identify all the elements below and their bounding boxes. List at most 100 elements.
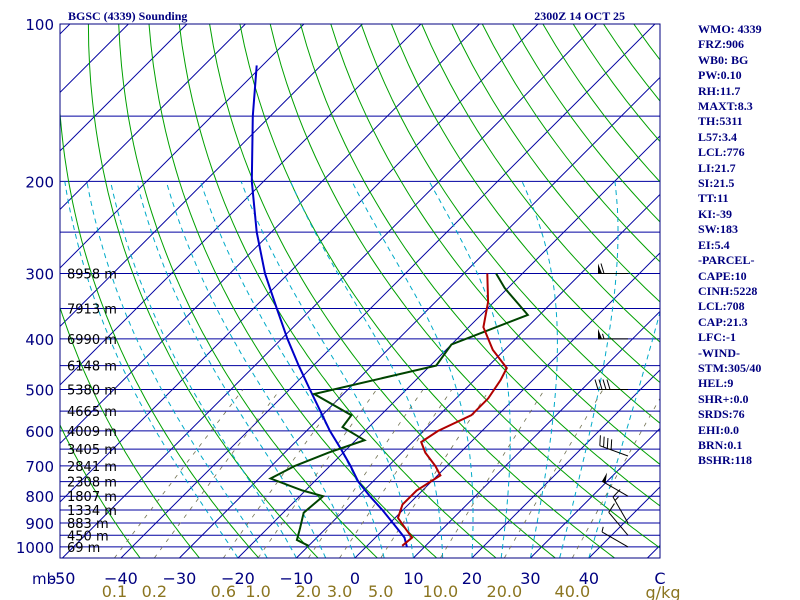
mixing-ratio-line [308,389,424,558]
isotherm-line [120,24,656,558]
barb-full [598,379,603,390]
mixing-ratio-line [257,389,377,558]
height-label: 450 m [67,529,109,544]
height-label: 8958 m [67,267,117,282]
dry-adiabat [451,24,660,303]
sounding-index-line: HEL:9 [698,376,734,391]
sounding-index-line: PW:0.10 [698,68,742,83]
barb-full [606,437,609,449]
sounding-index-line: SI:21.5 [698,176,735,191]
barb-flag [598,328,602,339]
mixing-ratio-label: 0.6 [211,582,236,600]
pressure-tick-label: 800 [25,488,54,506]
sounding-index-line: FRZ:906 [698,37,744,52]
pressure-tick-label: 300 [25,265,54,283]
pressure-tick-label: 400 [25,331,54,349]
sounding-index-line: RH:11.7 [698,83,741,98]
moist-adiabat [240,181,414,558]
temp-tick-label: 30 [520,569,540,588]
mixing-ratio-label: 0.2 [142,582,167,600]
dry-adiabat [421,24,660,343]
sounding-index-line: BSHR:118 [698,453,753,468]
sounding-index-line: L57:3.4 [698,129,737,144]
plot-frame [59,23,661,559]
sounding-index-line: LCL:708 [698,299,745,314]
height-label: 7913 m [67,303,117,318]
temp-tick-label: 0 [350,569,360,588]
dry-adiabat [87,24,319,558]
pressure-tick-label: 500 [25,382,54,400]
temp-tick-label: −40 [104,569,138,588]
mixing-ratio-line [339,389,453,558]
sounding-index-line: -WIND- [698,345,740,360]
wind-barb [598,328,628,340]
wind-barb [608,503,629,536]
isotherm-line [60,24,305,269]
wind-barb [598,263,628,274]
dry-adiabat [330,24,660,466]
sounding-index-line: STM:305/40 [698,360,762,375]
temp-tick-label: −20 [221,569,255,588]
height-label: 6990 m [67,333,117,348]
isotherm-line [0,12,23,558]
parcel-trace [250,65,408,548]
height-label: 6148 m [67,360,117,375]
mixing-ratio-line [153,389,281,558]
pressure-tick-label: 900 [25,515,54,533]
pressure-tick-label: 100 [25,16,54,34]
isotherm-line [60,24,539,503]
temp-tick-label: -50 [49,569,75,588]
moist-adiabat [521,181,558,558]
isotherm-line [60,24,364,328]
barb-full [602,379,607,390]
barb-full [600,263,605,274]
barb-full [610,439,613,450]
moist-adiabat [165,181,356,558]
mixing-ratio-label: 3.0 [327,582,352,600]
dry-adiabat [178,24,497,558]
mixing-ratio-line [503,389,604,558]
mixing-ratio-label: 10.0 [423,582,459,600]
chart-title: BGSC (4339) Sounding [68,9,187,23]
barb-full [608,503,615,513]
height-label: 2308 m [67,476,117,491]
mixing-ratio-label: 2.0 [296,582,321,600]
height-label: 883 m [67,517,109,532]
sounding-index-line: CAP:21.3 [698,314,748,329]
isotherm-line [179,76,660,558]
isotherm-line [237,135,660,558]
dewpoint-trace [268,272,530,547]
barb-flag [602,472,608,484]
dry-adiabat [148,24,438,558]
wind-barb [601,472,629,497]
wind-barb [594,379,628,391]
mixing-ratio-unit: g/kg [646,583,681,600]
moist-adiabat [200,181,385,558]
isotherm-line [60,24,188,152]
temp-unit-label: C [654,569,665,588]
sounding-index-line: LCL:776 [698,145,745,160]
height-label: 1807 m [67,490,117,505]
sounding-index-line: KI:-39 [698,206,732,221]
height-label: 4665 m [67,405,117,420]
height-label: 1334 m [67,504,117,519]
pressure-tick-label: 600 [25,423,54,441]
temp-tick-label: −10 [280,569,314,588]
sounding-index-line: CAPE:10 [698,268,747,283]
dry-adiabat [239,24,615,558]
labels: BGSC (4339) Sounding 2300Z 14 OCT 25 mb … [16,9,681,600]
dry-adiabat [60,305,200,558]
pressure-tick-label: 200 [25,173,54,191]
moist-adiabat [588,310,660,558]
pressure-tick-label: 700 [25,458,54,476]
isotherm-line [60,24,422,386]
dry-adiabat [118,24,378,558]
dry-adiabat [60,106,260,558]
temperature-trace [396,273,508,547]
barb-half [602,333,605,339]
barb-staff [599,445,629,457]
isotherm-line [471,369,660,558]
mixing-ratio-line [571,397,660,558]
pressure-tick-label: 1000 [16,539,54,557]
dry-adiabat [209,24,556,558]
